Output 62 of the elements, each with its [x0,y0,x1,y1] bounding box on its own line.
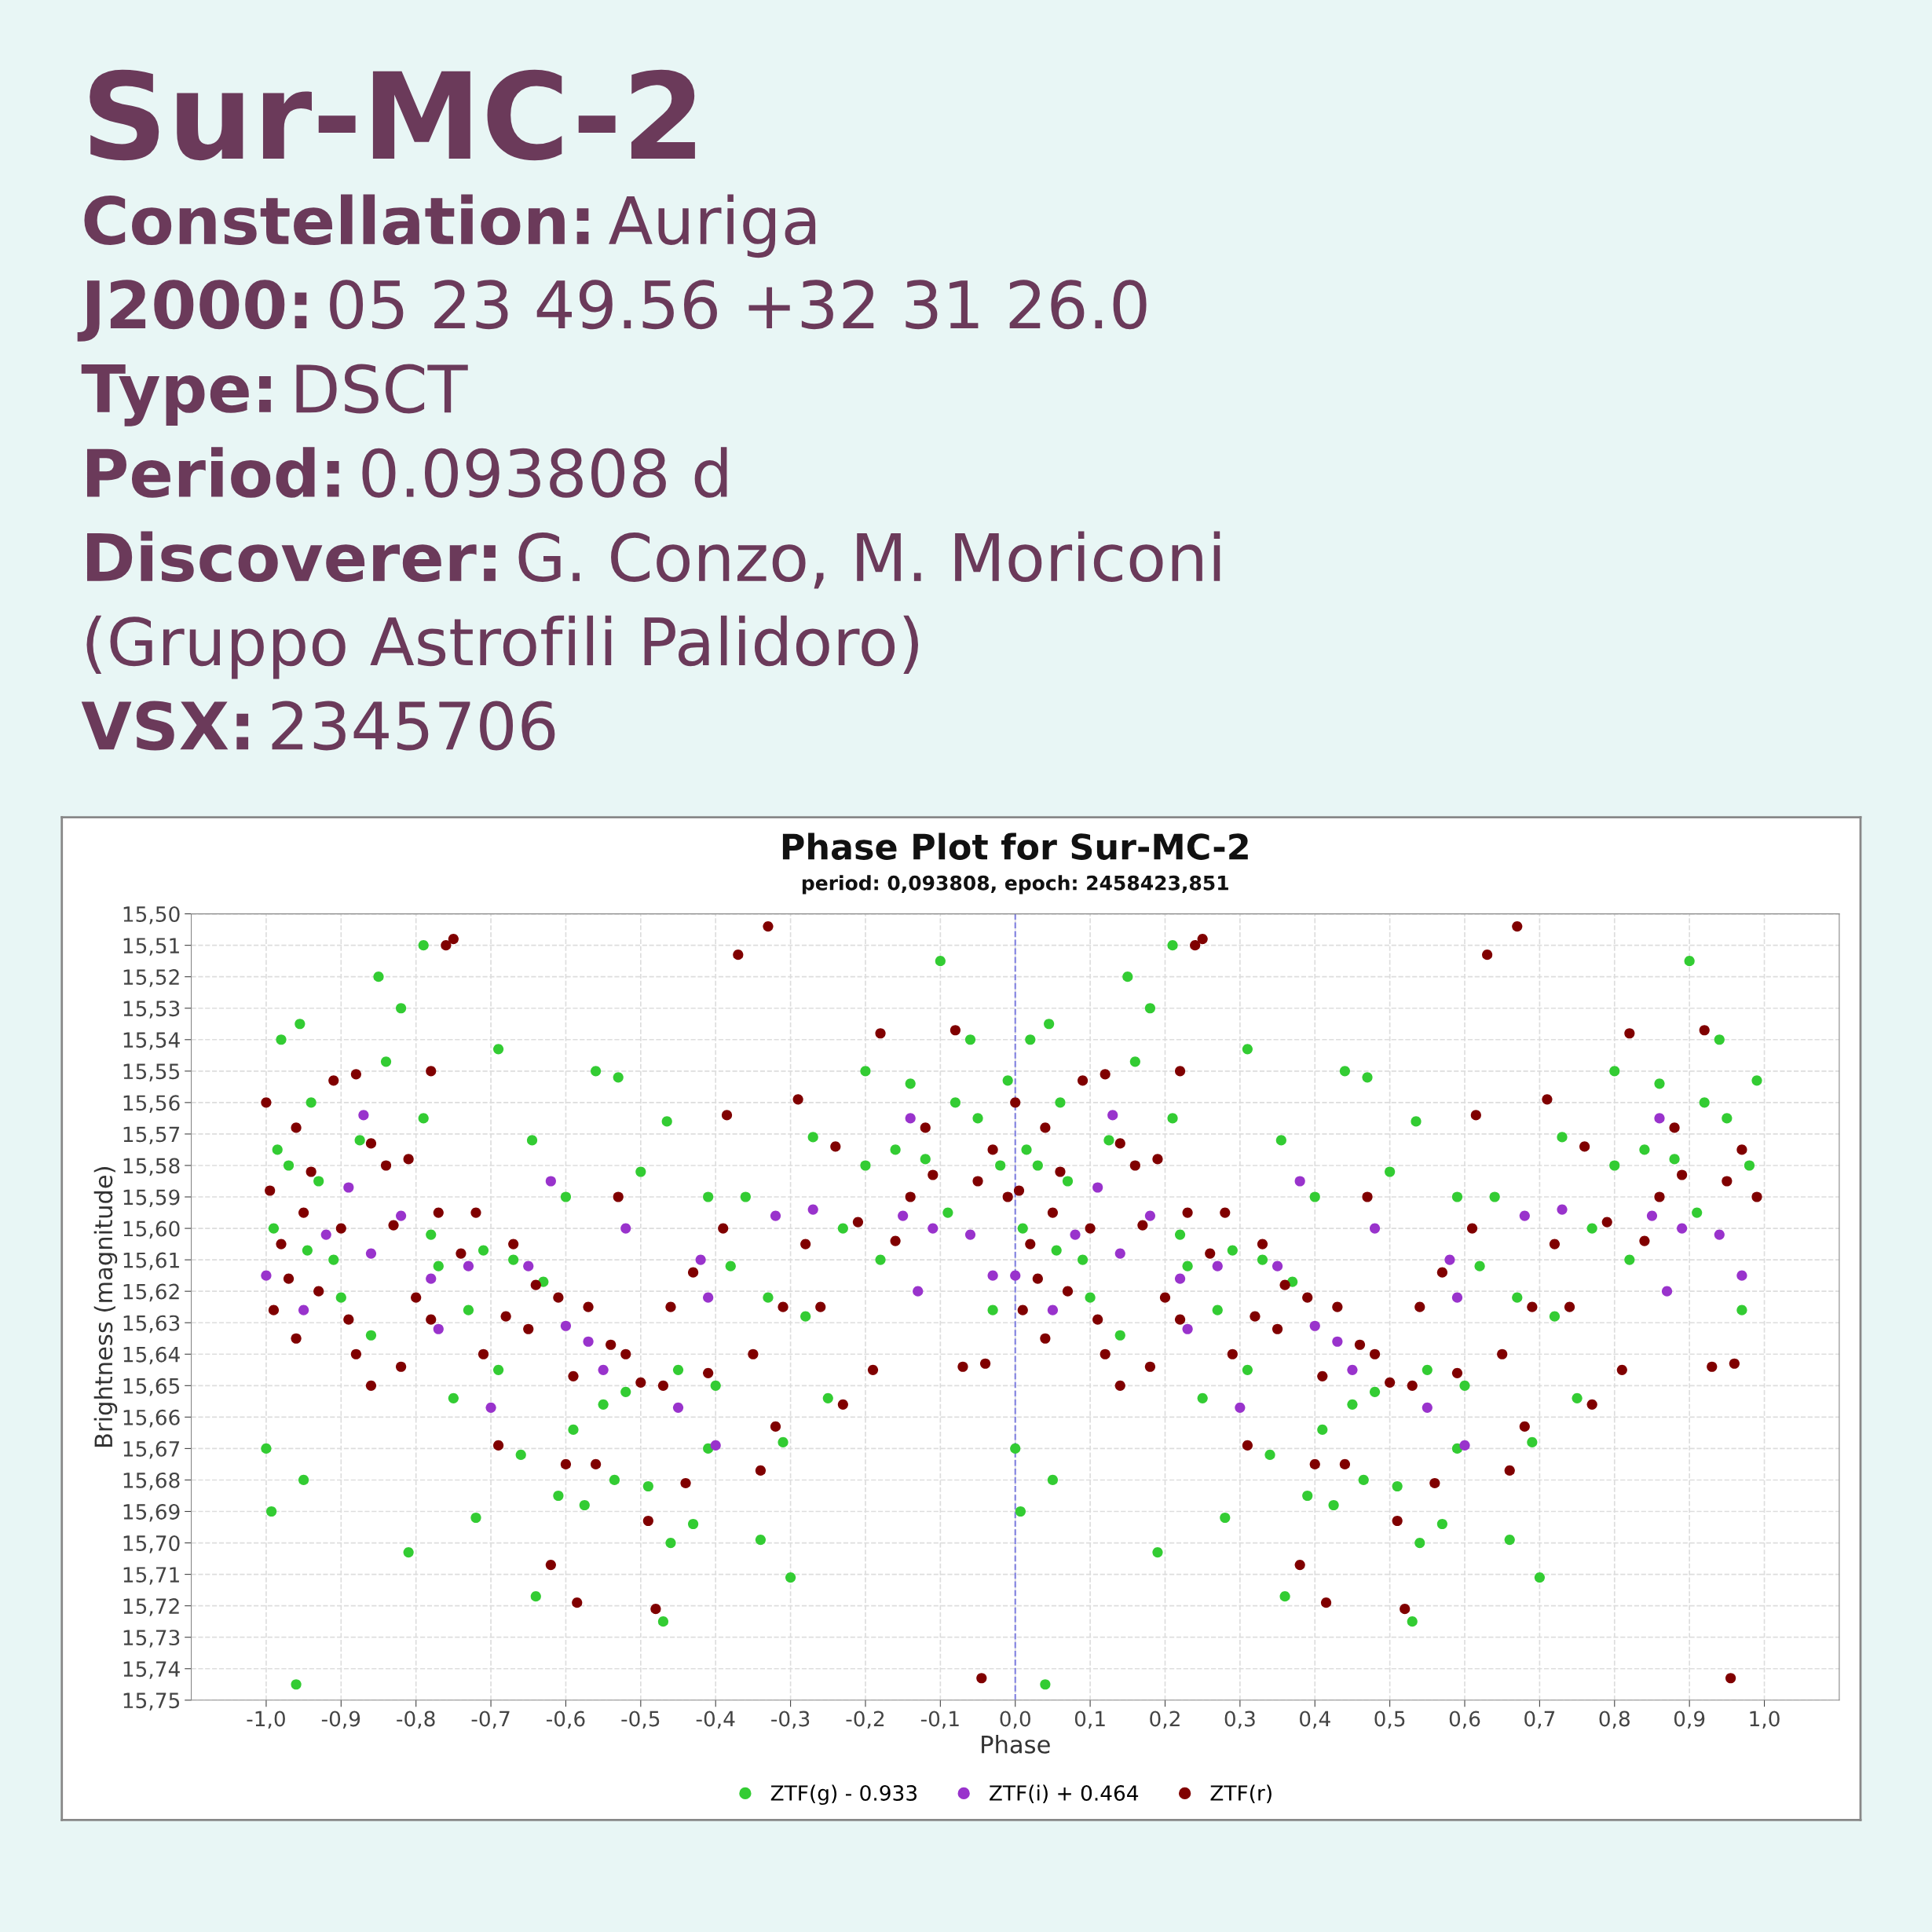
y-axis-title: Brightness (magnitude) [93,1167,118,1447]
y-tick-label: 15,60 [123,1220,180,1239]
text: Type: DSCT [81,364,468,426]
x-tick-label: 0,1 [1074,1711,1105,1729]
y-tick-label: 15,66 [123,1409,180,1428]
y-tick-label: 15,65 [123,1378,180,1396]
y-tick-label: 15,50 [123,906,180,924]
x-tick-label: -0,1 [920,1711,959,1729]
y-tick-label: 15,67 [123,1440,180,1459]
y-tick-label: 15,75 [123,1692,180,1711]
y-tick-label: 15,73 [123,1630,180,1648]
y-tick-label: 15,72 [123,1598,179,1616]
x-tick-label: -0,8 [397,1711,435,1729]
x-tick-label: 0,3 [1224,1711,1255,1729]
x-tick-label: 0,0 [1000,1711,1030,1729]
x-tick-label: -0,3 [771,1711,810,1729]
x-tick-label: 0,5 [1374,1711,1405,1729]
y-tick-label: 15,56 [123,1095,180,1113]
x-tick-label: 0,6 [1449,1711,1480,1729]
x-tick-label: 0,9 [1674,1711,1705,1729]
x-tick-label: -1,0 [247,1711,285,1729]
x-tick-label: -0,9 [321,1711,360,1729]
x-tick-label: -0,6 [546,1711,585,1729]
legend-label: ZTF(r) [1210,1784,1272,1804]
text: Sur-MC-2 [90,69,695,161]
chart-subtitle: period: 0,093808, epoch: 2458423,851 [802,875,1228,895]
x-axis-title: Phase [982,1735,1050,1754]
y-tick-label: 15,71 [123,1567,179,1585]
x-tick-label: 1,0 [1750,1711,1780,1729]
y-tick-label: 15,68 [123,1472,180,1491]
text: Constellation: Auriga [84,194,816,258]
x-tick-label: 0,4 [1300,1711,1330,1729]
y-tick-label: 15,59 [123,1189,180,1208]
y-tick-label: 15,57 [123,1126,180,1145]
x-tick-label: -0,2 [846,1711,884,1729]
y-tick-label: 15,54 [123,1032,180,1050]
y-tick-label: 15,53 [123,1001,180,1019]
y-tick-label: 15,58 [123,1158,180,1176]
y-tick-label: 15,51 [123,938,179,956]
chart-title: Phase Plot for Sur-MC-2 [782,832,1248,860]
y-tick-label: 15,70 [123,1535,180,1553]
y-tick-label: 15,61 [123,1252,179,1271]
legend-label: ZTF(g) - 0.933 [770,1784,917,1806]
y-tick-label: 15,55 [123,1063,180,1081]
x-tick-label: 0,2 [1150,1711,1180,1729]
x-tick-label: -0,5 [621,1711,660,1729]
text: VSX: 2345706 [81,701,555,751]
legend-label: ZTF(i) + 0.464 [990,1784,1139,1804]
text: (Gruppo Astrofili Palidoro) [86,615,918,679]
x-tick-label: -0,7 [471,1711,510,1729]
x-tick-label: 0,8 [1599,1711,1630,1729]
x-tick-label: -0,4 [696,1711,735,1729]
y-tick-label: 15,63 [123,1315,180,1334]
x-tick-label: 0,7 [1524,1711,1555,1729]
y-tick-label: 15,64 [123,1346,180,1365]
y-tick-label: 15,74 [123,1661,180,1679]
y-tick-label: 15,62 [123,1283,179,1302]
text: Period: 0.093808 d [86,447,727,498]
text: J2000: 05 23 49.56 +32 31 26.0 [77,280,1147,342]
text: Discoverer: G. Conzo, M. Moriconi [86,531,1220,589]
y-tick-label: 15,69 [123,1503,180,1522]
y-tick-label: 15,52 [123,969,179,987]
